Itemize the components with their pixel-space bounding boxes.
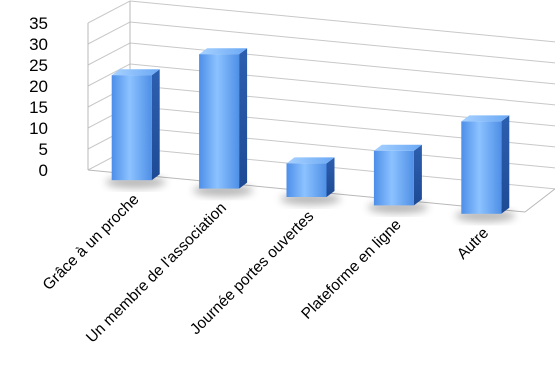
gridline-side	[87, 42, 131, 66]
bar-side	[239, 48, 248, 189]
x-category-label: Autre	[454, 225, 492, 263]
gridline	[129, 63, 555, 106]
x-category-label: Plateforme en ligne	[298, 216, 404, 322]
gridline-side	[87, 21, 131, 45]
bar-front	[199, 54, 240, 189]
y-tick-label: 0	[39, 161, 48, 180]
gridline	[129, 0, 555, 43]
y-tick-label: 35	[29, 14, 48, 33]
y-tick-label: 20	[29, 77, 48, 96]
bar-top	[199, 48, 248, 55]
bar-side	[501, 115, 510, 214]
y-tick-label: 5	[39, 140, 48, 159]
bar-side	[413, 144, 422, 206]
bar-side	[326, 157, 335, 197]
bar-top	[373, 144, 422, 151]
y-tick-label: 30	[29, 35, 48, 54]
y-tick-label: 15	[29, 98, 48, 117]
gridline	[129, 21, 555, 64]
bar-shadows	[105, 176, 516, 222]
bar-top	[111, 69, 160, 76]
gridline	[129, 42, 555, 85]
bar-top	[461, 115, 510, 122]
bar-top	[286, 157, 335, 164]
floor-right-edge	[524, 188, 555, 213]
bar-front	[461, 121, 502, 214]
bar	[461, 115, 510, 214]
bar	[373, 144, 422, 206]
y-tick-label: 10	[29, 119, 48, 138]
bar-side	[151, 69, 160, 181]
bar	[111, 69, 160, 181]
y-tick-label: 25	[29, 56, 48, 75]
gridline-side	[87, 0, 131, 24]
bar	[199, 48, 248, 189]
x-category-label: Grâce à un proche	[40, 191, 143, 294]
y-axis-ticks: 0 5 10 15 20 25 30 35	[29, 14, 48, 180]
bar-front	[373, 150, 414, 206]
gridline-side	[87, 63, 131, 87]
bars	[111, 48, 510, 214]
bar-front	[286, 163, 327, 197]
bar-front	[111, 75, 152, 181]
bar	[286, 157, 335, 197]
